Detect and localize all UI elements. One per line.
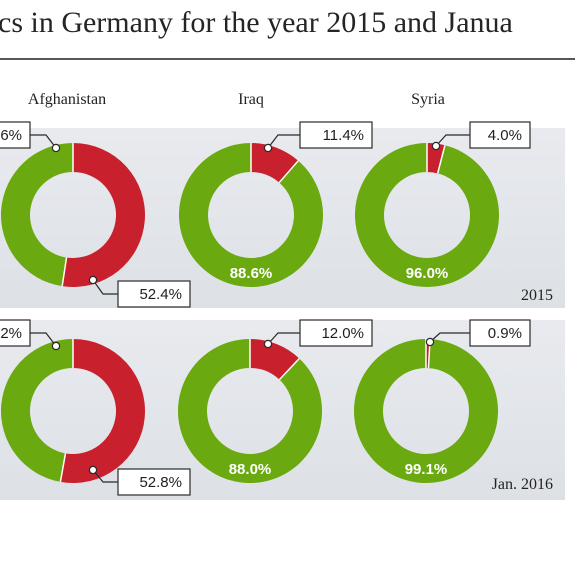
donut-afghanistan-jan-2016-slice-green <box>1 339 73 482</box>
donut-afghanistan-2015-slice-green <box>1 143 73 287</box>
donut-afghanistan-2015-green-leader-line <box>30 134 57 149</box>
donut-syria-2015-green-label: 96.0% <box>406 265 449 282</box>
chart-title: cs in Germany for the year 2015 and Janu… <box>0 6 513 39</box>
donut-syria-jan-2016-slice-green <box>354 339 499 483</box>
donut-iraq-jan-2016-red-callout-label: 12.0% <box>321 325 364 342</box>
donut-afghanistan-jan-2016-green-leader-line <box>30 332 57 347</box>
donut-afghanistan-2015-red-callout-label: 52.4% <box>139 286 182 303</box>
donut-syria-jan-2016-red-leader-line <box>429 332 470 343</box>
donut-afghanistan-2015-slice-red <box>62 143 146 287</box>
donut-afghanistan-jan-2016-green-callout-box <box>0 319 31 347</box>
donut-syria-2015-red-callout-box <box>469 121 531 149</box>
donut-iraq-jan-2016-red-leader-line <box>267 332 300 345</box>
donut-syria-jan-2016-red-callout-label: 0.9% <box>488 325 522 342</box>
donut-afghanistan-2015-separator-1 <box>61 257 68 287</box>
country-label-afghanistan: Afghanistan <box>27 91 107 108</box>
donut-iraq-2015-red-callout-label: 11.4% <box>323 127 364 144</box>
title-divider <box>0 58 575 60</box>
donut-iraq-2015-red-leader-line <box>267 134 300 149</box>
donut-iraq-jan-2016-green-label: 88.0% <box>229 461 272 478</box>
donut-syria-jan-2016-red-callout-box <box>469 319 531 347</box>
donut-afghanistan-jan-2016-green-callout-label: 2% <box>0 325 22 342</box>
donut-afghanistan-2015-green-leader-dot <box>51 143 61 153</box>
donut-afghanistan-jan-2016-red-callout-label: 52.8% <box>139 474 182 491</box>
donut-iraq-2015-red-callout-box <box>299 121 373 149</box>
donut-afghanistan-2015-red-callout-box <box>117 280 191 308</box>
donut-afghanistan-jan-2016-green-leader-dot <box>51 341 61 351</box>
donut-afghanistan-2015-red-leader-dot <box>88 275 98 285</box>
donut-syria-2015-slice-green <box>355 143 500 287</box>
donut-syria-2015-red-callout-label: 4.0% <box>488 127 522 144</box>
donut-iraq-2015-slice-red <box>251 143 299 183</box>
donut-syria-2015-separator-1 <box>436 145 446 174</box>
year-label-jan-2016: Jan. 2016 <box>491 476 553 493</box>
donut-afghanistan-jan-2016-red-callout-box <box>117 468 191 496</box>
donut-iraq-2015-slice-green <box>179 143 323 288</box>
donut-syria-2015-red-leader-line <box>435 134 470 147</box>
donut-iraq-jan-2016-slice-green <box>177 339 322 484</box>
donut-iraq-jan-2016-slice-red <box>250 339 300 380</box>
donut-afghanistan-jan-2016-separator-1 <box>59 453 67 483</box>
donut-afghanistan-jan-2016-red-leader-line <box>92 469 118 483</box>
donut-iraq-2015-separator-1 <box>278 160 299 184</box>
donut-iraq-jan-2016-red-leader-dot <box>263 339 273 349</box>
donut-afghanistan-jan-2016-slice-red <box>60 339 146 484</box>
donut-afghanistan-2015-red-leader-line <box>92 279 118 295</box>
donut-syria-2015-slice-red <box>427 143 445 174</box>
donut-syria-2015-red-leader-dot <box>431 141 441 151</box>
year-label-2015: 2015 <box>521 287 553 304</box>
country-label-syria: Syria <box>411 91 445 108</box>
donut-iraq-jan-2016-separator-1 <box>278 358 300 381</box>
donut-afghanistan-2015-green-callout-box <box>0 121 31 149</box>
donut-afghanistan-2015-green-callout-label: 6% <box>0 127 22 144</box>
country-label-iraq: Iraq <box>238 91 264 108</box>
donut-iraq-2015-green-label: 88.6% <box>230 265 273 282</box>
donut-iraq-jan-2016-red-callout-box <box>299 319 373 347</box>
donut-syria-jan-2016-red-leader-dot <box>425 337 435 347</box>
donut-syria-jan-2016-green-label: 99.1% <box>405 461 448 478</box>
donut-iraq-2015-red-leader-dot <box>263 143 273 153</box>
donut-afghanistan-jan-2016-red-leader-dot <box>88 465 98 475</box>
